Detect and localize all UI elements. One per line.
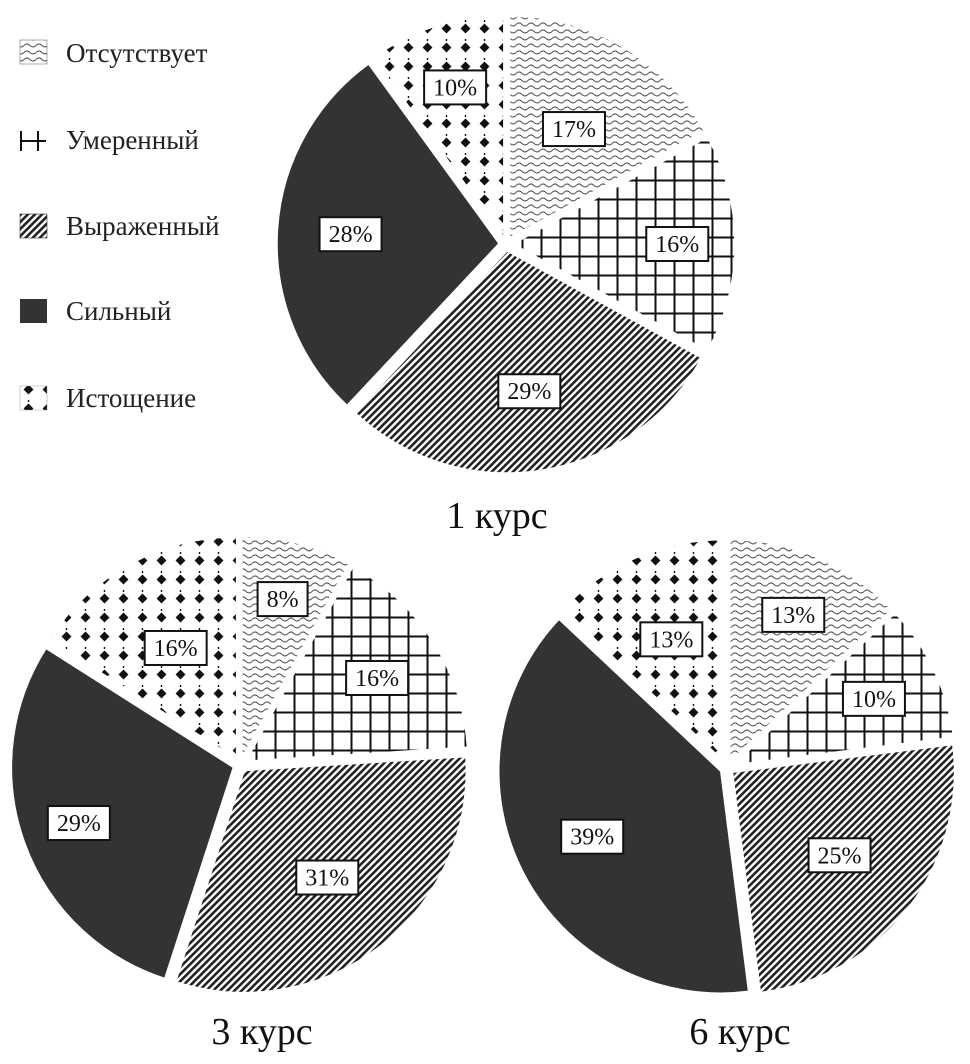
data-label-moderate: 10% (852, 687, 896, 713)
data-label-pronounced: 31% (305, 866, 349, 892)
legend-item-strong: Сильный (20, 296, 171, 326)
data-label-exhaustion: 13% (649, 627, 693, 653)
data-label-strong: 28% (329, 222, 373, 248)
pie-slice-absent (508, 15, 706, 240)
data-label-absent: 8% (267, 587, 299, 613)
data-label-box-strong (46, 805, 111, 842)
data-label-box-exhaustion (639, 621, 704, 658)
data-label-box-moderate (345, 659, 410, 696)
pie-slice-pronounced (354, 249, 703, 474)
data-label-strong: 29% (57, 811, 101, 837)
legend-item-moderate: Умеренный (20, 125, 199, 155)
legend-label-exhaustion: Истощение (66, 383, 196, 413)
pie-slice-strong (10, 647, 235, 980)
pie-slice-absent (729, 538, 893, 764)
pie-slice-exhaustion (48, 536, 238, 761)
data-label-box-pronounced (295, 859, 360, 896)
legend-label-pronounced: Выраженный (66, 211, 219, 241)
chart-title-course-6: 6 курс (689, 1011, 790, 1053)
data-label-box-exhaustion (143, 629, 208, 666)
data-label-box-pronounced (497, 373, 562, 410)
data-label-moderate: 16% (655, 232, 699, 258)
chart-title-course-3: 3 курс (211, 1011, 312, 1053)
data-label-box-pronounced (807, 837, 872, 874)
data-label-box-exhaustion (423, 69, 488, 106)
data-label-box-strong (560, 818, 625, 855)
data-label-box-strong (318, 216, 383, 253)
data-label-box-absent (541, 111, 606, 148)
wave-pattern-swatch-icon (19, 39, 48, 65)
legend-item-exhaustion: Истощение (19, 383, 196, 413)
data-label-strong: 39% (570, 825, 614, 851)
pie-slice-strong (276, 62, 500, 407)
legend-label-absent: Отсутствует (66, 38, 208, 68)
data-label-exhaustion: 10% (433, 75, 477, 101)
pie-slice-moderate (511, 136, 736, 352)
legend-item-pronounced: Выраженный (19, 211, 219, 241)
data-label-moderate: 16% (355, 666, 399, 692)
pie-chart-course-6: 13% 10% 25% 39% 13% (498, 538, 956, 994)
data-label-pronounced: 25% (818, 843, 862, 869)
dots-pattern-swatch-icon (19, 385, 48, 411)
data-label-box-absent (256, 581, 309, 618)
pie-slice-strong (498, 618, 750, 994)
data-label-box-absent (761, 596, 826, 633)
legend-item-absent: Отсутствует (19, 38, 208, 68)
legend-label-moderate: Умеренный (66, 125, 199, 155)
data-label-absent: 17% (552, 117, 596, 143)
diagonal-pattern-swatch-icon (19, 213, 48, 239)
data-label-pronounced: 29% (507, 379, 551, 405)
legend-label-strong: Сильный (66, 296, 171, 326)
solid-swatch-icon (20, 299, 47, 323)
chart-title-course-1: 1 курс (446, 495, 547, 537)
pie-chart-course-1: 17% 16% 29% 28% 10% (276, 14, 736, 474)
legend: Отсутствует Умеренный Выраженный Сильный… (19, 38, 219, 413)
data-label-box-moderate (841, 680, 906, 717)
grid-pattern-swatch-icon (20, 131, 46, 151)
data-label-exhaustion: 16% (154, 636, 198, 662)
data-label-box-moderate (645, 226, 710, 262)
data-label-absent: 13% (771, 603, 815, 629)
pie-chart-course-3: 8% 16% 31% 29% 16% (10, 535, 469, 994)
